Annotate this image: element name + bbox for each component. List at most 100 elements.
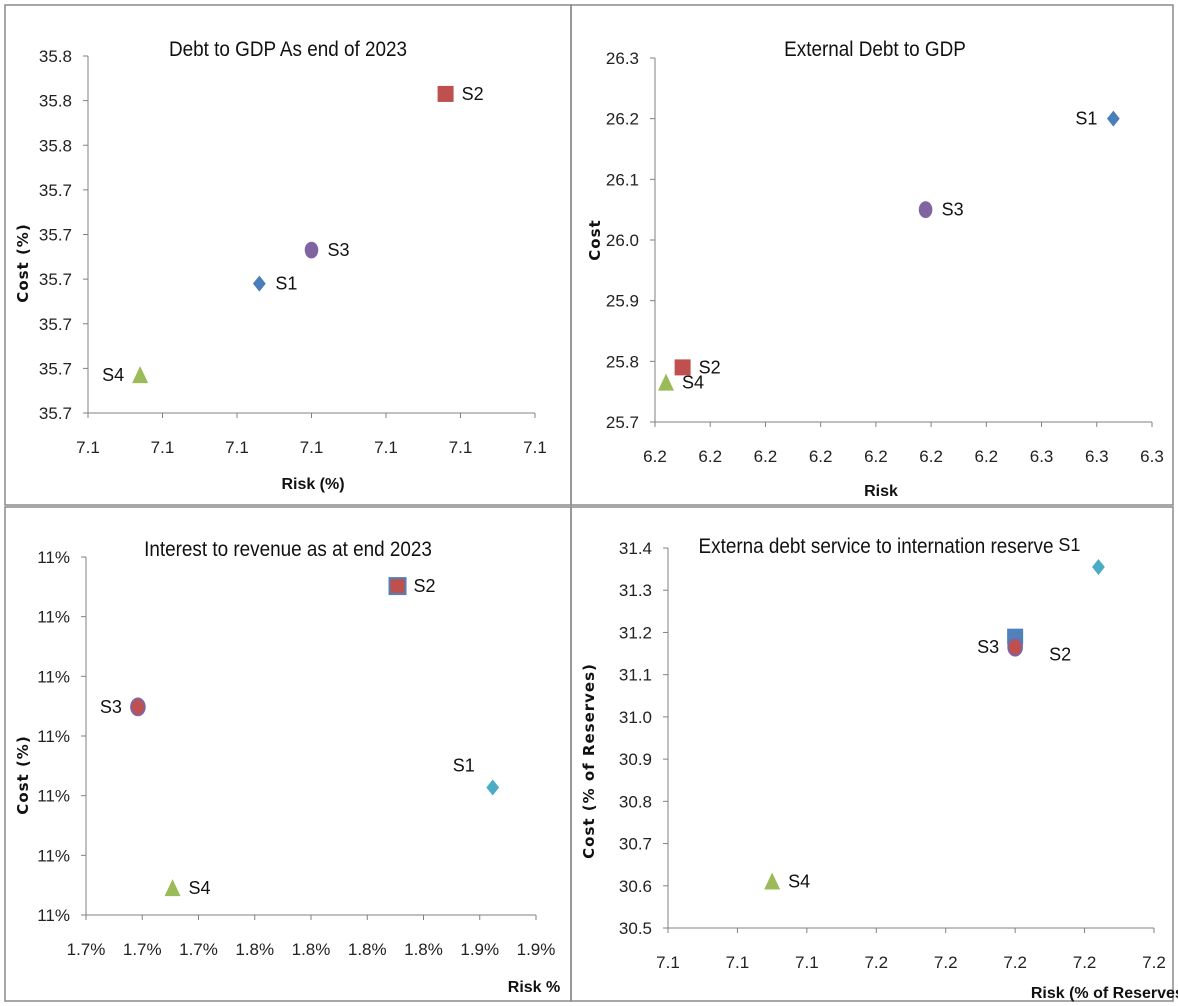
y-tick-label: 30.6	[619, 877, 652, 896]
marker-s2	[674, 359, 691, 376]
y-tick-label: 26.2	[606, 110, 639, 129]
x-tick-label: 1.9%	[460, 940, 499, 959]
marker-s3	[130, 697, 146, 717]
x-tick-label: 1.7%	[123, 940, 162, 959]
x-axis-ticks: 7.1 7.1 7.1 7.1 7.1 7.1 7.1	[76, 413, 547, 457]
data-points: S1 S2 S3 S4	[658, 109, 1120, 393]
x-axis-title: Risk %	[508, 979, 560, 996]
data-point-s2: S2	[674, 357, 721, 377]
marker-s4	[164, 879, 181, 897]
x-tick-label: 7.2	[1142, 953, 1166, 972]
marker-s3	[1007, 637, 1023, 657]
x-tick-label: 6.3	[1140, 447, 1164, 466]
y-tick-label: 11%	[37, 608, 70, 627]
data-point-s4: S4	[658, 373, 704, 393]
y-tick-label: 31.0	[619, 708, 652, 727]
x-tick-label: 7.1	[374, 438, 398, 457]
x-tick-label: 6.2	[975, 447, 999, 466]
chart-panel-interest-to-revenue: Interest to revenue as at end 2023 11% 11…	[4, 506, 572, 1002]
data-point-s3: S3	[100, 697, 146, 717]
x-tick-label: 6.2	[698, 447, 722, 466]
x-tick-label: 1.8%	[348, 940, 387, 959]
x-tick-label: 6.3	[1030, 447, 1054, 466]
x-axis-ticks: 7.1 7.1 7.1 7.2 7.2 7.2 7.2 7.2	[656, 928, 1166, 972]
point-label-s4: S4	[682, 373, 704, 393]
x-tick-label: 6.2	[754, 447, 778, 466]
marker-s4	[132, 366, 149, 384]
x-tick-label: 7.1	[795, 953, 819, 972]
y-axis-ticks: 30.5 30.6 30.7 30.8 30.9 31.0 31.1 31.2 31.3 31.4	[619, 539, 668, 938]
marker-s1	[1092, 559, 1105, 575]
y-tick-label: 26.3	[606, 49, 639, 68]
y-tick-label: 35.7	[39, 226, 72, 245]
y-axis-title: Cost (%)	[14, 223, 32, 302]
y-tick-label: 25.8	[606, 352, 639, 371]
panel-border	[570, 4, 1174, 506]
chart-title: Interest to revenue as at end 2023	[144, 538, 432, 561]
y-tick-label: 11%	[37, 906, 70, 925]
y-axis-title: Cost (% of Reserves)	[580, 663, 598, 859]
point-label-s3: S3	[977, 637, 999, 657]
marker-s2	[388, 577, 407, 596]
y-tick-label: 11%	[37, 846, 70, 865]
marker-s1	[252, 275, 266, 292]
x-tick-label: 1.7%	[179, 940, 218, 959]
y-tick-label: 31.1	[619, 666, 652, 685]
y-tick-label: 35.7	[39, 270, 72, 289]
chart-title: Debt to GDP As end of 2023	[169, 38, 407, 61]
marker-s1	[486, 779, 500, 796]
y-axis-ticks: 11% 11% 11% 11% 11% 11% 11%	[37, 548, 86, 925]
marker-s4	[764, 872, 781, 890]
y-tick-label: 30.7	[619, 835, 652, 854]
y-tick-label: 26.1	[606, 170, 639, 189]
point-label-s3: S3	[100, 697, 122, 717]
y-tick-label: 11%	[37, 667, 70, 686]
data-point-s1: S1	[1058, 535, 1105, 575]
point-label-s4: S4	[189, 878, 211, 898]
chart-title: Externa debt service to internation rese…	[699, 535, 1054, 558]
y-axis-title: Cost (%)	[14, 735, 32, 814]
x-tick-label: 6.2	[864, 447, 888, 466]
y-tick-label: 11%	[37, 548, 70, 567]
data-point-s1: S1	[252, 274, 297, 294]
panel-border	[570, 506, 1174, 1002]
x-tick-label: 7.2	[934, 953, 958, 972]
x-tick-label: 7.1	[225, 438, 249, 457]
y-tick-label: 30.9	[619, 750, 652, 769]
point-label-s1: S1	[1058, 535, 1080, 555]
chart-title: External Debt to GDP	[784, 38, 966, 61]
x-tick-label: 6.2	[809, 447, 833, 466]
y-tick-label: 35.8	[39, 47, 72, 66]
point-label-s1: S1	[275, 274, 297, 294]
y-tick-label: 35.7	[39, 315, 72, 334]
marker-s3	[304, 241, 319, 259]
point-label-s3: S3	[328, 240, 350, 260]
x-tick-label: 7.2	[864, 953, 888, 972]
marker-s1	[1106, 110, 1120, 127]
x-tick-label: 6.2	[643, 447, 667, 466]
x-axis-ticks: 6.2 6.2 6.2 6.2 6.2 6.2 6.2 6.3 6.3 6.3	[643, 422, 1164, 466]
point-label-s2: S2	[699, 357, 721, 377]
y-tick-label: 35.7	[39, 359, 72, 378]
point-label-s2: S2	[1049, 645, 1071, 665]
data-point-s3: S3	[304, 240, 350, 260]
x-tick-label: 1.9%	[517, 940, 556, 959]
marker-s4	[658, 373, 675, 391]
data-point-s1: S1	[453, 755, 500, 796]
x-tick-label: 1.8%	[292, 940, 331, 959]
y-tick-label: 31.4	[619, 539, 652, 558]
data-point-s4: S4	[102, 365, 149, 385]
y-tick-label: 25.7	[606, 413, 639, 432]
data-points: S1 S2 S3 S4	[764, 535, 1105, 892]
x-tick-label: 7.1	[726, 953, 750, 972]
point-label-s2: S2	[462, 84, 484, 104]
x-tick-label: 7.1	[151, 438, 175, 457]
data-point-s2: S2	[437, 84, 484, 104]
y-tick-label: 11%	[37, 727, 70, 746]
x-tick-label: 1.8%	[404, 940, 443, 959]
x-tick-label: 7.1	[449, 438, 473, 457]
y-axis-title: Cost	[586, 219, 604, 260]
y-tick-label: 35.7	[39, 404, 72, 423]
marker-s3	[918, 201, 933, 219]
x-axis-title: Risk (%)	[281, 476, 344, 493]
